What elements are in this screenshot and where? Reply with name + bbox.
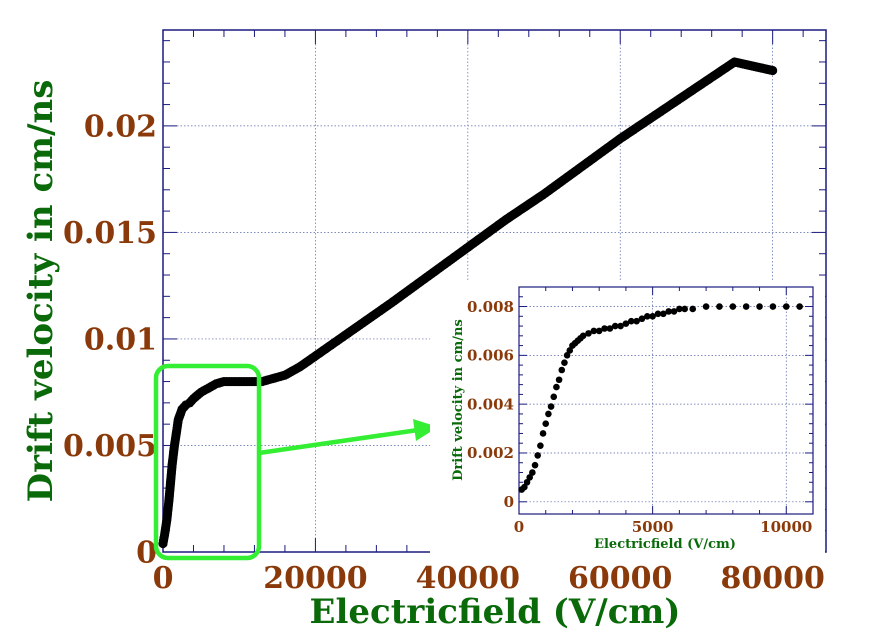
inset-x-tick-label: 10000 (760, 518, 812, 536)
inset-y-axis-label: Drift velocity in cm/ns (451, 319, 466, 481)
zoom-arrow (258, 419, 438, 456)
inset-data-point (545, 410, 552, 418)
inset-data-point (601, 325, 608, 332)
inset-data-point (566, 347, 574, 354)
inset-data-point (638, 315, 646, 323)
main-data-point (768, 65, 778, 76)
inset-data-point (526, 474, 533, 481)
inset-data-point (534, 452, 542, 459)
inset-data-point (617, 322, 624, 330)
inset-data-point (563, 352, 571, 359)
main-x-axis-label: Electricfield (V/cm) (310, 592, 681, 632)
inset-data-point (595, 327, 603, 335)
inset-y-tick-label: 0.008 (467, 298, 514, 316)
inset-data-point (670, 308, 678, 315)
main-x-tick-label: 20000 (263, 561, 367, 596)
inset-data-point (579, 332, 587, 340)
inset-data-point (665, 308, 672, 315)
inset-y-tick-label: 0.004 (467, 395, 514, 413)
main-x-tick-label: 80000 (720, 561, 824, 596)
inset-x-tick-label: 0 (514, 518, 524, 536)
inset-data-point (633, 317, 640, 325)
inset-data-point (681, 305, 689, 313)
inset-data-point (654, 310, 662, 318)
inset-data-point (782, 303, 790, 310)
inset-data-point (547, 403, 555, 410)
main-x-tick-label: 0 (153, 561, 174, 596)
inset-data-point (649, 312, 656, 320)
inset-data-point (643, 312, 651, 320)
inset-x-tick-labels: 0 5000 10000 (514, 518, 813, 536)
inset-data-point (550, 393, 558, 401)
inset-data-point (676, 305, 683, 313)
inset-y-tick-labels: 0 0.002 0.004 0.006 0.008 (467, 298, 514, 511)
inset-data-point (627, 317, 635, 325)
inset-data-point (523, 478, 531, 486)
inset-axis-ticks (518, 286, 814, 514)
main-y-tick-labels: 0 0.005 0.01 0.015 0.02 (63, 109, 157, 570)
inset-data-point (585, 330, 592, 337)
inset-x-axis-label: Electricfield (V/cm) (594, 537, 736, 552)
inset-data-point (521, 483, 528, 491)
inset-y-tick-label: 0.002 (467, 444, 514, 462)
inset-data-point (542, 420, 550, 427)
inset-x-tick-label: 5000 (632, 518, 674, 536)
inset-plot-frame (518, 286, 814, 515)
main-y-axis-label: Drift velocity in cm/ns (21, 80, 61, 503)
inset-data-point (555, 376, 563, 384)
main-y-tick-label: 0.005 (63, 429, 157, 464)
inset-data-point (529, 469, 536, 476)
inset-data-point (729, 303, 737, 310)
inset-data-point (537, 442, 544, 449)
zoom-highlight-box (153, 363, 262, 561)
inset-plot: 0 5000 10000 0 0.002 0.004 0.006 0.008 Electri… (430, 282, 825, 554)
inset-y-tick-label: 0.006 (467, 347, 514, 365)
inset-data-point (796, 303, 803, 310)
inset-data-point (590, 327, 598, 335)
inset-data-point (742, 303, 750, 310)
inset-data-point (558, 366, 566, 374)
main-y-tick-label: 0 (136, 536, 157, 571)
inset-data-point (769, 303, 777, 310)
main-y-tick-label: 0.01 (84, 322, 157, 357)
inset-data-point (561, 359, 568, 366)
main-x-tick-label: 60000 (568, 561, 672, 596)
inset-data-point (622, 320, 630, 327)
inset-data-point (716, 303, 723, 310)
inset-data-point (606, 325, 614, 332)
main-y-tick-label: 0.02 (84, 109, 157, 144)
zoom-arrow-head (413, 419, 438, 441)
inset-data-point (531, 461, 539, 469)
main-series-markers (158, 57, 778, 549)
main-x-tick-label: 40000 (416, 561, 520, 596)
inset-data-point (702, 303, 710, 310)
zoom-arrow-line (258, 427, 419, 456)
main-y-tick-label: 0.015 (63, 216, 157, 251)
inset-data-point (553, 383, 560, 391)
inset-data-point (611, 322, 619, 330)
inset-data-point (539, 430, 547, 437)
main-x-tick-labels: 0 20000 40000 60000 80000 (153, 561, 825, 596)
inset-data-point (689, 305, 697, 313)
inset-data-point (660, 310, 667, 318)
inset-series-markers (518, 303, 803, 493)
inset-y-tick-label: 0 (504, 493, 514, 511)
inset-data-point (756, 303, 763, 310)
